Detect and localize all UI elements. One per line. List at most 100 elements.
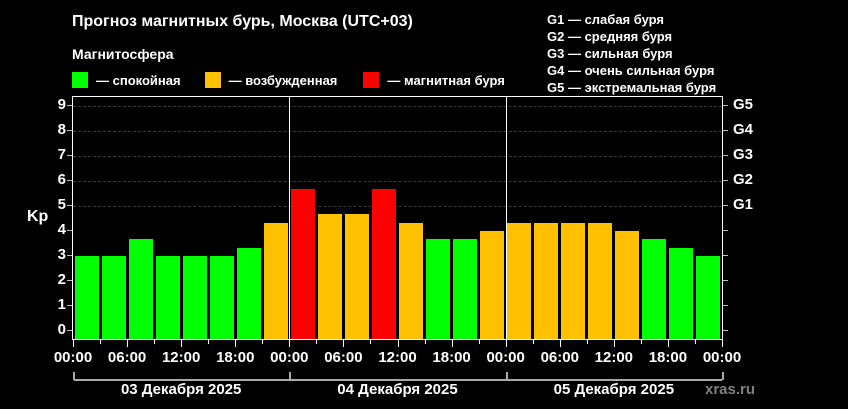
x-tick-mark [235, 340, 237, 347]
x-tick-mark [127, 340, 129, 347]
y-tick-mark [67, 105, 73, 106]
x-tick-label: 00:00 [702, 349, 742, 366]
y-tick-label: 1 [57, 296, 66, 313]
g-scale-item-g5: G5 — экстремальная буря [547, 80, 717, 95]
chart-title: Прогноз магнитных бурь, Москва (UTC+03) [72, 13, 413, 30]
x-tick-mark [505, 340, 507, 347]
legend-item-calm: — спокойная [72, 72, 181, 88]
legend-label-excited: — возбужденная [228, 72, 338, 88]
y-tick-mark [67, 230, 73, 231]
plot-area [72, 96, 723, 340]
date-label: 04 Декабря 2025 [337, 381, 458, 398]
x-tick-label: 06:00 [324, 349, 363, 366]
y-tick-mark [67, 330, 73, 331]
x-tick-mark [343, 340, 345, 347]
kp-bar [155, 256, 180, 339]
kp-bar [669, 247, 694, 339]
watermark: xras.ru [705, 381, 756, 398]
kp-bar [642, 239, 667, 339]
x-tick-label: 00:00 [270, 349, 309, 366]
kp-bar [344, 214, 369, 339]
g-scale-legend: G1 — слабая буря G2 — средняя буря G3 — … [547, 11, 716, 96]
x-tick-label: 18:00 [648, 349, 688, 366]
x-tick-mark [532, 340, 534, 344]
date-bracket-tick [722, 372, 724, 380]
y-right-tick-mark [723, 180, 728, 181]
x-tick-mark [559, 340, 561, 347]
y-tick-label: 0 [57, 321, 66, 338]
x-tick-label: 06:00 [107, 349, 147, 366]
x-tick-mark [424, 340, 426, 344]
chart-subtitle: Магнитосфера [72, 46, 174, 62]
legend-item-excited: — возбужденная [204, 72, 338, 88]
y-tick-label: 2 [57, 271, 66, 288]
y-tick-label: 8 [57, 121, 66, 138]
x-tick-label: 12:00 [161, 349, 201, 366]
gridline [73, 181, 722, 182]
g-level-label: G3 [733, 146, 754, 163]
y-axis-title: Kp [27, 208, 49, 225]
kp-bar [426, 239, 451, 339]
legend-swatch-storm [363, 72, 380, 88]
y-right-tick-mark [723, 305, 728, 306]
g-scale-item-g4: G4 — очень сильная буря [547, 63, 715, 78]
y-tick-mark [67, 155, 73, 156]
x-tick-mark [451, 340, 453, 347]
date-bracket-tick [73, 372, 75, 380]
date-bracket-line [74, 379, 722, 381]
x-tick-mark [694, 340, 696, 344]
x-tick-label: 00:00 [486, 349, 525, 366]
kp-bar [480, 231, 505, 339]
g-level-label: G1 [733, 196, 754, 213]
y-right-tick-mark [723, 255, 728, 256]
g-level-label: G2 [733, 171, 754, 188]
y-tick-label: 5 [57, 196, 66, 213]
kp-bar [371, 189, 396, 339]
day-separator [505, 96, 507, 340]
x-tick-mark [667, 340, 669, 347]
legend-item-storm: — магнитная буря [363, 72, 505, 88]
x-tick-label: 18:00 [432, 349, 471, 366]
y-tick-mark [67, 305, 73, 306]
x-tick-mark [613, 340, 615, 347]
kp-bar [507, 222, 532, 339]
x-tick-label: 06:00 [540, 349, 579, 366]
x-tick-mark [640, 340, 642, 344]
legend-label-storm: — магнитная буря [387, 72, 505, 88]
y-right-tick-mark [723, 230, 728, 231]
date-bracket-tick [289, 372, 292, 380]
g-level-label: G5 [733, 96, 754, 113]
x-tick-label: 12:00 [378, 349, 417, 366]
x-tick-mark [100, 340, 102, 344]
x-tick-mark [478, 340, 480, 344]
y-tick-label: 6 [57, 171, 66, 188]
y-tick-label: 4 [57, 221, 66, 238]
kp-bar [209, 256, 234, 339]
kp-bar [290, 189, 315, 339]
y-right-tick-mark [723, 205, 728, 206]
gridline [73, 156, 722, 157]
g-level-label: G4 [733, 121, 754, 138]
kp-bar [534, 222, 559, 339]
y-tick-mark [67, 280, 73, 281]
kp-bar [696, 256, 721, 339]
x-tick-mark [154, 340, 156, 344]
x-tick-mark [208, 340, 210, 344]
x-tick-mark [397, 340, 399, 347]
x-tick-label: 00:00 [53, 349, 93, 366]
g-scale-item-g2: G2 — средняя буря [547, 29, 673, 44]
g-scale-item-g3: G3 — сильная буря [547, 46, 673, 61]
g-scale-item-g1: G1 — слабая буря [547, 12, 665, 27]
x-tick-mark [586, 340, 588, 344]
kp-bar [236, 247, 261, 339]
y-tick-mark [67, 180, 73, 181]
kp-bar [182, 256, 207, 339]
y-tick-label: 9 [57, 96, 66, 113]
y-tick-mark [67, 255, 73, 256]
date-bracket-tick [505, 372, 508, 380]
y-right-tick-mark [723, 105, 728, 106]
y-right-tick-mark [723, 280, 728, 281]
x-tick-mark [73, 340, 74, 347]
legend: — спокойная — возбужденная — магнитная б… [72, 72, 505, 88]
gridline [73, 206, 722, 207]
